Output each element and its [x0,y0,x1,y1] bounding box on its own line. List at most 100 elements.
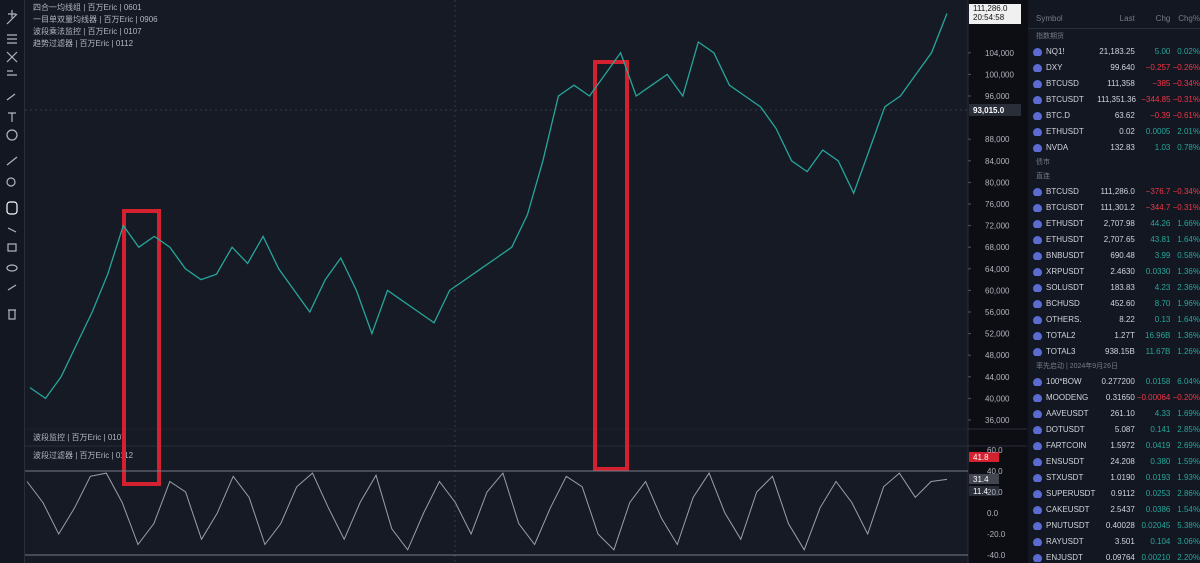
cell: 1.27T [1114,330,1135,340]
cell: 2.69% [1177,440,1200,450]
cell: 0.40028 [1105,520,1135,530]
watchlist-row[interactable]: NQ1! 21,183.25 5.00 0.02% [1028,43,1200,59]
cell: 2.85% [1177,424,1200,434]
watchlist-row[interactable]: TOTAL3 938.15B 11.67B 1.26% [1028,343,1200,359]
cell: 1.26% [1177,346,1200,356]
section-title: 直连 [1036,173,1050,180]
watchlist-row[interactable]: 100*BOW 0.277200 0.0158 6.04% [1028,373,1200,389]
watchlist-row[interactable]: RAYUSDT 3.501 0.104 3.06% [1028,533,1200,549]
y-tick-label: 48,000 [985,351,1010,360]
cell: 0.104 [1150,536,1171,546]
y-tick-label: 100,000 [985,70,1014,79]
watchlist-row[interactable]: TOTAL2 1.27T 16.96B 1.36% [1028,327,1200,343]
cell: 690.48 [1110,250,1135,260]
watchlist-row[interactable]: MOODENG 0.31650 −0.00064 −0.20% [1028,389,1200,405]
cell: MOODENG [1028,393,1097,402]
watchlist-row[interactable]: SOLUSDT 183.83 4.23 2.36% [1028,279,1200,295]
cell: 1.0190 [1110,472,1135,482]
watchlist-row[interactable]: ETHUSDT 0.02 0.0005 2.01% [1028,123,1200,139]
watchlist-row[interactable]: BTCUSDT 111,301.2 −344.7 −0.31% [1028,199,1200,215]
cursor-tag [969,104,1021,116]
cell: 24.208 [1110,456,1135,466]
watchlist-row[interactable]: AAVEUSDT 261.10 4.33 1.69% [1028,405,1200,421]
watchlist-row[interactable]: ETHUSDT 2,707.65 43.81 1.64% [1028,231,1200,247]
cursor-price: 93,015.0 [973,106,1005,115]
watchlist-row[interactable]: BNBUSDT 690.48 3.99 0.58% [1028,247,1200,263]
cell: 938.15B [1105,346,1135,356]
cell: 5.00 [1154,46,1171,56]
watchlist-row[interactable]: BTCUSD 111,358 −385 −0.34% [1028,75,1200,91]
highlight-box [122,209,161,486]
cell: −0.34% [1172,78,1200,88]
cell: 111,286.0 [1100,186,1135,196]
last-price: 111,286.0 [973,4,1008,13]
osc-tag-label: 41.8 [973,453,989,462]
watchlist-row[interactable]: PNUTUSDT 0.40028 0.02045 5.38% [1028,517,1200,533]
cell: 0.0193 [1145,472,1171,482]
cell: 1.66% [1177,218,1200,228]
panel-label: 波段监控 | 百万Eric | 0107 [33,432,126,442]
cell: 3.99 [1154,250,1171,260]
cell: 2,707.65 [1103,234,1135,244]
cell: 111,351.36 [1097,94,1136,104]
watchlist-row[interactable]: ENJUSDT 0.09764 0.00210 2.20% [1028,549,1200,563]
cell: 1.64% [1177,234,1200,244]
watchlist-row[interactable]: DXY 99.640 −0.257 −0.26% [1028,59,1200,75]
cell: BTCUSDT [1028,95,1097,104]
cell: BTCUSDT [1028,203,1097,212]
osc-tag [969,474,999,484]
y-tick-label: 36,000 [985,416,1010,425]
cell: 2.01% [1177,126,1200,136]
cell: TOTAL2 [1028,331,1097,340]
cell: ETHUSDT [1028,219,1097,228]
cell: 11.67B [1145,346,1171,356]
cell: 6.04% [1177,376,1200,386]
watchlist-row[interactable]: XRPUSDT 2.4630 0.0330 1.36% [1028,263,1200,279]
cell: 1.03 [1154,142,1171,152]
watchlist-row[interactable]: NVDA 132.83 1.03 0.78% [1028,139,1200,155]
watchlist-row[interactable]: ETHUSDT 2,707.98 44.26 1.66% [1028,215,1200,231]
cell: BTCUSD [1028,187,1097,196]
cell: PNUTUSDT [1028,521,1097,530]
y-tick-label: 76,000 [985,200,1010,209]
cell: DXY [1028,63,1097,72]
osc-tag-label: 31.4 [973,475,989,484]
y-tick-label: 80,000 [985,178,1010,187]
watchlist-row[interactable]: BTCUSDT 111,351.36 −344.85 −0.31% [1028,91,1200,107]
watchlist-header: Symbol Last Chg Chg% [1028,8,1200,29]
cell: −0.31% [1172,94,1200,104]
watchlist-row[interactable]: STXUSDT 1.0190 0.0193 1.93% [1028,469,1200,485]
column-header: Last [1119,13,1135,23]
y-tick-label: 60,000 [985,286,1010,295]
watchlist-row[interactable]: BTCUSD 111,286.0 −376.7 −0.34% [1028,183,1200,199]
cell: ETHUSDT [1028,235,1097,244]
cell: SOLUSDT [1028,283,1097,292]
watchlist-row[interactable]: BCHUSD 452.60 8.70 1.96% [1028,295,1200,311]
watchlist-row[interactable]: FARTCOIN 1.5972 0.0419 2.69% [1028,437,1200,453]
cell: 3.501 [1114,536,1135,546]
cell: 2.4630 [1110,266,1135,276]
y-tick-label: 20.0 [987,488,1003,497]
cell: 0.09764 [1105,552,1135,562]
cell: 132.83 [1110,142,1135,152]
column-header: Chg [1155,13,1171,23]
indicator-label: 一目单双量均线器 | 百万Eric | 0906 [33,14,158,24]
watchlist-row[interactable]: BTC.D 63.62 −0.39 −0.61% [1028,107,1200,123]
watchlist-row[interactable]: OTHERS. 8.22 0.13 1.64% [1028,311,1200,327]
cell: DOTUSDT [1028,425,1097,434]
y-tick-label: 52,000 [985,330,1010,339]
cell: FARTCOIN [1028,441,1097,450]
cell: NQ1! [1028,47,1097,56]
watchlist-row[interactable]: ENSUSDT 24.208 0.380 1.59% [1028,453,1200,469]
watchlist-row[interactable]: CAKEUSDT 2.5437 0.0386 1.54% [1028,501,1200,517]
cell: NVDA [1028,143,1097,152]
cell: BTCUSD [1028,79,1097,88]
toolbar [0,0,25,563]
price-pane [25,0,968,428]
watchlist-row[interactable]: SUPERUSDT 0.9112 0.0253 2.86% [1028,485,1200,501]
osc-tag-label: 11.4 [973,487,989,496]
cell: ENJUSDT [1028,553,1097,562]
chart-area: 四合一均线组 | 百万Eric | 0601 一目单双量均线器 | 百万Eric… [25,0,1027,563]
watchlist-row[interactable]: DOTUSDT 5.087 0.141 2.85% [1028,421,1200,437]
